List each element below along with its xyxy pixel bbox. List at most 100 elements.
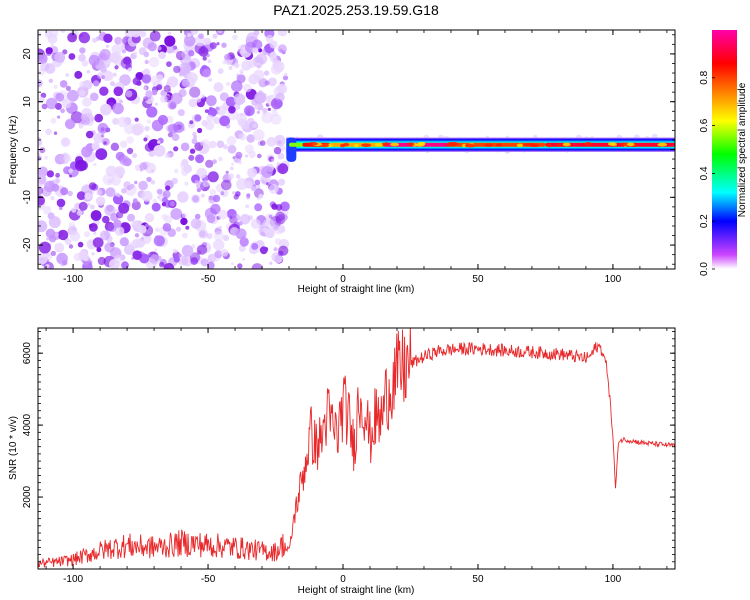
noise-blob xyxy=(143,51,150,58)
noise-blob xyxy=(112,192,116,196)
noise-blob xyxy=(38,166,48,177)
snr-series-line xyxy=(38,328,675,568)
noise-blob xyxy=(138,225,147,234)
noise-blob xyxy=(215,106,220,111)
noise-blob xyxy=(146,176,152,183)
noise-blob xyxy=(80,113,88,121)
noise-blob xyxy=(99,48,111,61)
noise-blob xyxy=(257,153,262,159)
noise-blob xyxy=(107,178,113,184)
noise-blob xyxy=(274,134,286,147)
noise-blob xyxy=(200,193,205,198)
noise-blob xyxy=(38,182,42,188)
noise-blob xyxy=(156,195,160,199)
noise-blob xyxy=(175,226,182,232)
noise-blob xyxy=(205,159,214,168)
noise-blob xyxy=(59,80,68,88)
noise-blob xyxy=(195,154,204,164)
noise-blob xyxy=(144,142,154,152)
noise-blob xyxy=(183,164,192,174)
noise-blob xyxy=(91,252,95,256)
noise-blob xyxy=(117,194,121,198)
noise-blob xyxy=(97,122,109,134)
noise-blob xyxy=(89,92,99,102)
noise-blob xyxy=(40,61,50,72)
noise-blob xyxy=(132,153,138,159)
noise-blob xyxy=(243,83,252,93)
noise-blob xyxy=(222,60,227,65)
noise-blob xyxy=(60,108,65,114)
noise-blob xyxy=(124,30,134,37)
noise-blob xyxy=(38,174,47,185)
noise-blob xyxy=(78,123,84,129)
noise-blob xyxy=(189,252,201,263)
noise-blob xyxy=(209,140,217,149)
noise-blob xyxy=(194,114,202,122)
noise-blob xyxy=(235,174,241,179)
noise-blob xyxy=(202,68,212,78)
noise-blob xyxy=(161,202,167,207)
noise-blob xyxy=(238,244,246,252)
noise-blob xyxy=(250,219,261,229)
noise-blob xyxy=(69,231,81,242)
noise-blob xyxy=(192,195,200,203)
noise-blob xyxy=(212,194,221,203)
noise-blob xyxy=(158,51,166,60)
noise-blob xyxy=(119,140,128,148)
noise-blob xyxy=(48,78,53,84)
noise-blob xyxy=(155,227,160,232)
noise-blob xyxy=(213,230,224,242)
noise-blob xyxy=(103,33,113,43)
noise-blob xyxy=(214,250,223,259)
noise-blob xyxy=(271,158,275,162)
noise-blob xyxy=(78,31,91,44)
noise-blob xyxy=(61,137,70,146)
noise-blob xyxy=(231,162,235,166)
noise-blob xyxy=(228,66,233,70)
noise-blob xyxy=(209,42,217,50)
noise-blob xyxy=(131,200,141,211)
noise-blob xyxy=(218,156,223,162)
noise-blob xyxy=(78,89,86,97)
noise-blob xyxy=(38,31,42,37)
noise-blob xyxy=(150,180,156,185)
noise-blob xyxy=(48,235,57,243)
noise-blob xyxy=(207,261,215,269)
noise-blob xyxy=(254,203,263,212)
noise-blob xyxy=(173,65,181,74)
signal-band-peak-dot xyxy=(308,142,318,146)
noise-blob xyxy=(217,68,224,74)
noise-blob xyxy=(197,127,203,134)
noise-blob xyxy=(46,170,55,178)
noise-blob xyxy=(168,31,172,35)
noise-blob xyxy=(79,47,86,54)
signal-band-peak-dot xyxy=(361,143,372,147)
noise-blob xyxy=(194,180,199,185)
signal-band-peak-dot xyxy=(516,143,524,148)
noise-blob xyxy=(152,198,157,204)
signal-band-peak-dot xyxy=(462,143,467,148)
noise-blob xyxy=(165,185,171,191)
noise-blob xyxy=(153,144,166,157)
noise-blob xyxy=(239,214,251,225)
noise-blob xyxy=(93,162,97,167)
noise-blob xyxy=(114,65,119,70)
noise-blob xyxy=(202,56,207,61)
spectrogram-y-tick-label: 10 xyxy=(22,96,33,108)
noise-blob xyxy=(203,37,211,45)
noise-blob xyxy=(189,120,194,125)
noise-blob xyxy=(278,178,286,186)
noise-blob xyxy=(145,223,150,228)
chart-title: PAZ1.2025.253.19.59.G18 xyxy=(273,2,439,18)
noise-blob xyxy=(252,123,257,129)
noise-blob xyxy=(92,37,98,43)
noise-blob xyxy=(83,231,91,238)
noise-blob xyxy=(225,124,231,129)
noise-blob xyxy=(112,194,124,205)
noise-blob xyxy=(192,131,197,137)
noise-blob xyxy=(47,212,55,220)
noise-blob xyxy=(113,219,122,228)
noise-blob xyxy=(101,75,105,79)
noise-blob xyxy=(91,142,100,151)
noise-blob xyxy=(123,56,132,65)
